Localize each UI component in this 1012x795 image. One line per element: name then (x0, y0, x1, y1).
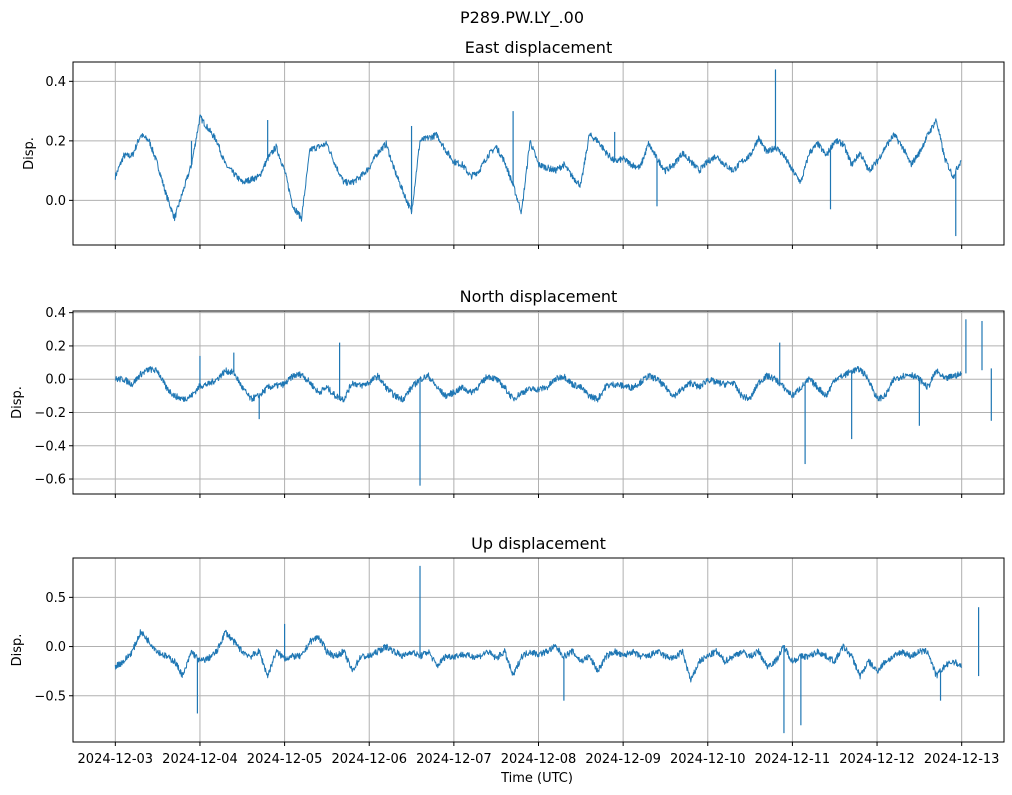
x-tick-label: 2024-12-12 (839, 752, 915, 767)
x-tick-label: 2024-12-11 (755, 752, 831, 767)
y-tick-label: −0.2 (34, 406, 66, 421)
series-line (114, 114, 962, 222)
y-tick-label: 0.2 (45, 134, 66, 149)
x-tick-label: 2024-12-07 (416, 752, 492, 767)
x-tick-label: 2024-12-04 (162, 752, 238, 767)
y-tick-label: 0.4 (45, 306, 66, 321)
y-tick-label: 0.2 (45, 339, 66, 354)
y-tick-label: 0.4 (45, 75, 66, 90)
series-line (114, 366, 962, 403)
x-tick-label: 2024-12-10 (670, 752, 746, 767)
figure-suptitle: P289.PW.LY_.00 (460, 8, 584, 28)
series-line (114, 629, 962, 683)
x-tick-label: 2024-12-09 (585, 752, 661, 767)
x-tick-label: 2024-12-08 (501, 752, 577, 767)
x-tick-label: 2024-12-13 (924, 752, 1000, 767)
panel-title: East displacement (465, 38, 612, 57)
x-tick-label: 2024-12-03 (78, 752, 154, 767)
y-tick-label: −0.5 (34, 689, 66, 704)
y-tick-label: −0.6 (34, 473, 66, 488)
x-axis-label: Time (UTC) (500, 771, 573, 786)
y-tick-label: 0.5 (45, 591, 66, 606)
y-tick-label: −0.4 (34, 439, 66, 454)
y-tick-label: 0.0 (45, 640, 66, 655)
y-tick-label: 0.0 (45, 194, 66, 209)
y-axis-label: Disp. (10, 634, 25, 667)
panel-up: −0.5 0.0 0.5 2024-12-03 2024-12-04 2024-12-05… (10, 534, 1005, 767)
panel-east: 0.0 0.2 0.4 East displacement Disp. (22, 38, 1005, 249)
panel-title: Up displacement (471, 534, 606, 553)
y-axis-label: Disp. (22, 137, 37, 170)
x-tick-label: 2024-12-06 (331, 752, 407, 767)
x-tick-label: 2024-12-05 (247, 752, 323, 767)
y-axis-label: Disp. (10, 386, 25, 419)
panel-north: −0.6 −0.4 −0.2 0.0 0.2 0.4 North displacement D… (10, 287, 1005, 498)
panel-title: North displacement (460, 287, 618, 306)
y-tick-label: 0.0 (45, 373, 66, 388)
